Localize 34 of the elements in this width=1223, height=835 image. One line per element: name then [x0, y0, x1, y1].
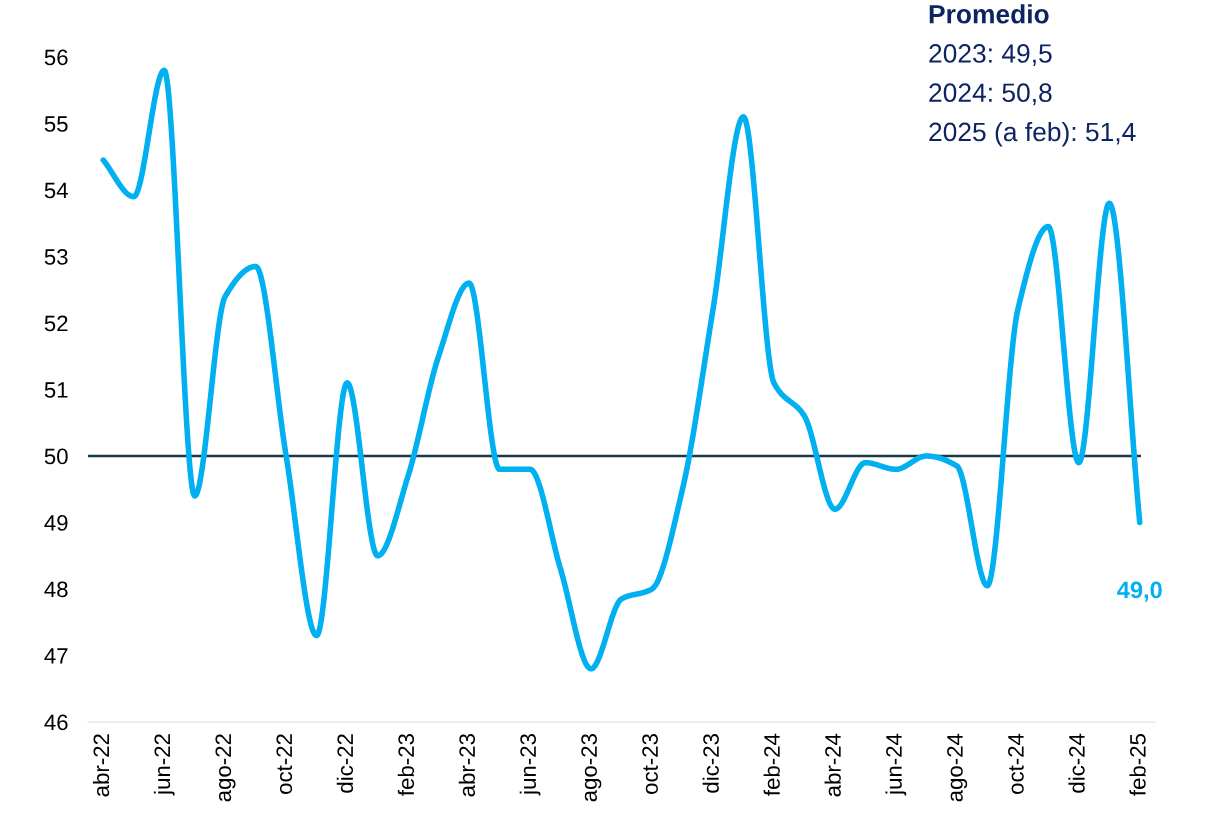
y-tick-label: 46	[44, 714, 68, 731]
x-tick-label: feb-24	[763, 733, 780, 796]
x-tick-label: dic-23	[702, 734, 719, 793]
x-tick-label: feb-25	[1129, 734, 1146, 796]
x-tick-label: abr-22	[92, 734, 110, 797]
x-tick-label: oct-23	[642, 734, 658, 794]
x-tick-label: ago-22	[215, 734, 236, 802]
y-tick-label: 49	[44, 515, 68, 531]
x-tick-label: jun-23	[519, 734, 541, 796]
y-tick-label: 50	[44, 448, 68, 465]
x-tick-label: ago-24	[947, 733, 968, 802]
x-tick-label: ago-23	[581, 734, 602, 802]
y-tick-label: 48	[44, 581, 68, 598]
x-tick-label: feb-23	[397, 734, 415, 796]
text: Promedio	[929, 4, 1049, 24]
x-tick-label: oct-22	[276, 734, 293, 794]
x-tick-label: dic-24	[1068, 733, 1085, 793]
x-tick-label: abr-24	[824, 733, 841, 797]
annotation: 2024: 50,8	[929, 83, 1052, 106]
x-tick-label: jun-22	[153, 734, 175, 796]
y-tick-label: 54	[44, 182, 68, 199]
y-tick-label: 53	[44, 249, 68, 265]
annotation: 2023: 49,5	[929, 44, 1052, 66]
x-tick-label: abr-23	[458, 734, 476, 797]
data-label: 49,0	[1117, 581, 1162, 602]
x-tick-label: dic-22	[336, 734, 354, 793]
annotation: 2025 (a feb): 51,4	[929, 121, 1136, 147]
y-tick-label: 47	[44, 648, 68, 664]
y-tick-label: 55	[44, 116, 68, 132]
x-tick-label: oct-24	[1008, 733, 1024, 794]
y-tick-label: 56	[44, 49, 68, 66]
y-tick-label: 51	[44, 382, 68, 398]
y-tick-label: 52	[44, 315, 68, 332]
x-tick-label: jun-24	[885, 733, 907, 796]
